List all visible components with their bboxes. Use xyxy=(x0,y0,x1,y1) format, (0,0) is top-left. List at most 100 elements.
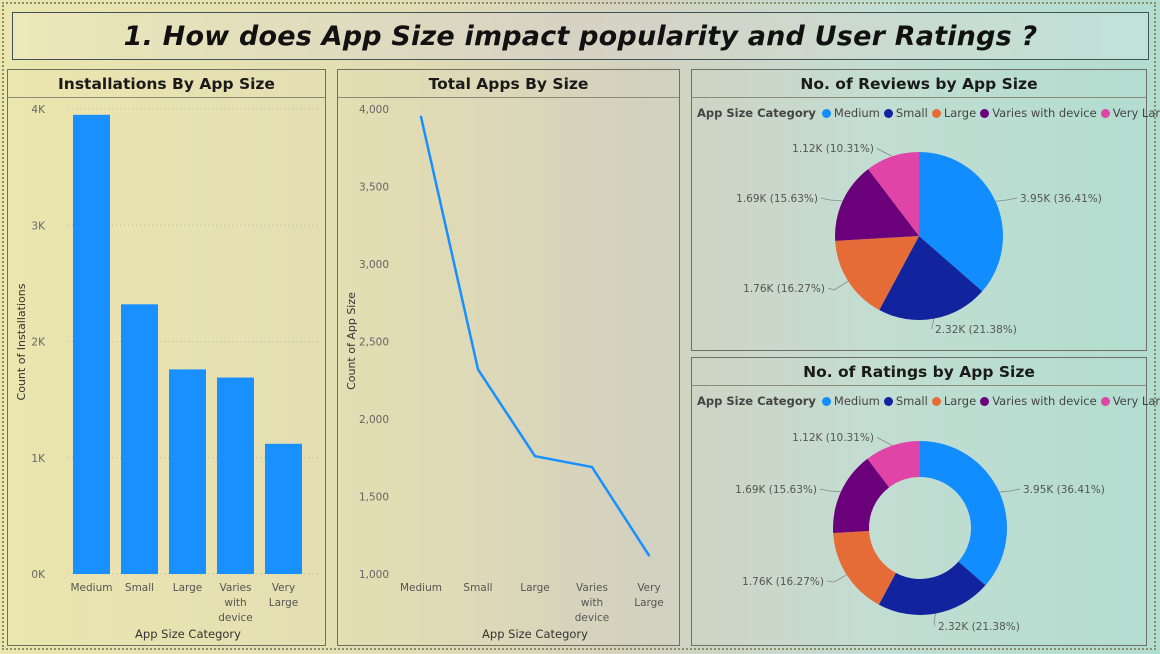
line-y-axis-label: Count of App Size xyxy=(345,292,358,390)
donut-chart-title: No. of Ratings by App Size xyxy=(692,358,1146,386)
legend-label: Large xyxy=(943,106,977,120)
pie-data-label: 1.76K (16.27%) xyxy=(743,283,825,295)
donut-legend-item-medium[interactable]: Medium xyxy=(821,394,880,408)
line-chart-title: Total Apps By Size xyxy=(338,70,679,98)
legend-dot-icon xyxy=(821,108,831,118)
pie-legend: App Size Category Medium Small Large Var… xyxy=(697,106,1160,120)
pie-chart-title: No. of Reviews by App Size xyxy=(692,70,1146,98)
dashboard-title-bar: 1. How does App Size impact popularity a… xyxy=(12,12,1149,60)
line-ytick-label: 3,000 xyxy=(359,259,389,271)
pie-slice-large xyxy=(835,236,919,311)
bar-ytick-label: 1K xyxy=(31,453,46,465)
donut-leader-line xyxy=(826,574,847,583)
pie-chart-svg: 3.95K (36.41%) 2.32K (21.38%) 1.76K (16.27… xyxy=(736,143,1102,336)
line-ytick-label: 2,500 xyxy=(359,337,389,349)
legend-dot-icon xyxy=(931,108,941,118)
legend-label: Varies with device xyxy=(992,394,1097,408)
donut-slice-varies-with-device xyxy=(833,458,890,534)
donut-legend-item-small[interactable]: Small xyxy=(883,394,928,408)
bar-xtick-label: Large xyxy=(173,582,203,594)
legend-label: Very Large xyxy=(1112,394,1160,408)
line-xtick-label: Large xyxy=(520,582,550,594)
line-xtick-label: Small xyxy=(463,582,492,594)
pie-leader-line xyxy=(876,147,893,157)
bar-xtick-label: Varies xyxy=(220,582,252,594)
donut-leader-line xyxy=(819,488,842,492)
line-chart-svg: 1,000 1,500 2,000 2,500 3,000 3,500 4,000 Mediu… xyxy=(345,104,664,641)
legend-dot-icon xyxy=(821,396,831,406)
pie-legend-item-varies[interactable]: Varies with device xyxy=(980,106,1097,120)
donut-legend-title: App Size Category xyxy=(697,394,816,408)
donut-leader-line xyxy=(933,613,936,627)
pie-slice-small xyxy=(879,236,983,320)
legend-dot-icon xyxy=(931,396,941,406)
legend-label: Small xyxy=(895,394,928,408)
line-xtick-label: Medium xyxy=(400,582,442,594)
pie-leader-line xyxy=(827,280,849,291)
line-xtick-label: Varies xyxy=(576,582,608,594)
legend-dot-icon xyxy=(883,108,893,118)
legend-label: Very Large xyxy=(1112,106,1160,120)
bar-xtick-label: device xyxy=(218,612,253,624)
bar-large xyxy=(169,369,206,574)
donut-data-label: 3.95K (36.41%) xyxy=(1023,484,1105,496)
total-apps-line-chart-panel[interactable]: Total Apps By Size 1,000 1,500 2,000 2,500 3… xyxy=(337,69,680,646)
legend-dot-icon xyxy=(1100,396,1110,406)
pie-leader-line xyxy=(995,197,1018,202)
bar-ytick-label: 0K xyxy=(31,569,46,581)
bar-x-axis-label: App Size Category xyxy=(135,627,241,641)
pie-data-label: 1.69K (15.63%) xyxy=(736,193,818,205)
line-ytick-label: 4,000 xyxy=(359,104,389,116)
bar-xtick-label: Medium xyxy=(71,582,113,594)
bar-ytick-label: 4K xyxy=(31,104,46,116)
legend-label: Varies with device xyxy=(992,106,1097,120)
bar-ytick-label: 3K xyxy=(31,220,46,232)
pie-slice-varies-with-device xyxy=(835,169,919,241)
line-ytick-label: 1,500 xyxy=(359,492,389,504)
donut-data-label: 1.69K (15.63%) xyxy=(735,484,817,496)
bar-xtick-label: Very xyxy=(272,582,295,594)
bar-medium xyxy=(73,114,110,574)
pie-legend-item-medium[interactable]: Medium xyxy=(821,106,880,120)
line-point-small xyxy=(476,368,480,371)
line-series-path xyxy=(419,116,651,557)
bar-xtick-label: Large xyxy=(269,597,299,609)
donut-legend-item-varies[interactable]: Varies with device xyxy=(980,394,1097,408)
bar-chart-svg: 0K 1K 2K 3K 4K Medium Small Large Varies with devi… xyxy=(15,104,318,641)
bar-small xyxy=(121,304,158,574)
donut-data-label: 1.12K (10.31%) xyxy=(792,432,874,444)
donut-data-label: 1.76K (16.27%) xyxy=(742,576,824,588)
legend-dot-icon xyxy=(1100,108,1110,118)
ratings-donut-chart-panel[interactable]: No. of Ratings by App Size App Size Cate… xyxy=(691,357,1160,646)
legend-label: Small xyxy=(895,106,928,120)
donut-leader-line xyxy=(999,488,1021,493)
line-xtick-label: Very xyxy=(637,582,660,594)
dashboard-title: 1. How does App Size impact popularity a… xyxy=(123,20,1038,52)
legend-label: Medium xyxy=(833,106,880,120)
donut-legend-item-very-large[interactable]: Very Large xyxy=(1100,394,1160,408)
pie-leader-line xyxy=(931,318,935,329)
pie-data-label: 1.12K (10.31%) xyxy=(792,143,874,155)
bar-varies-with-device xyxy=(217,377,254,574)
donut-slice-medium xyxy=(920,441,1007,586)
pie-data-label: 3.95K (36.41%) xyxy=(1020,193,1102,205)
line-ytick-label: 2,000 xyxy=(359,414,389,426)
bar-y-axis-label: Count of Installations xyxy=(15,283,28,400)
pie-legend-item-very-large[interactable]: Very Large xyxy=(1100,106,1160,120)
pie-legend-item-large[interactable]: Large xyxy=(931,106,977,120)
legend-label: Medium xyxy=(833,394,880,408)
line-xtick-label: Large xyxy=(634,597,664,609)
donut-slice-large xyxy=(833,530,896,605)
donut-legend-item-large[interactable]: Large xyxy=(931,394,976,408)
bar-ytick-label: 2K xyxy=(31,337,46,349)
reviews-pie-chart-panel[interactable]: No. of Reviews by App Size App Size Cate… xyxy=(691,69,1160,351)
line-xtick-label: with xyxy=(581,597,603,609)
pie-legend-item-small[interactable]: Small xyxy=(883,106,928,120)
line-ytick-label: 3,500 xyxy=(359,182,389,194)
installations-bar-chart-panel[interactable]: Installations By App Size 0K 1K 2K 3K 4K Medi… xyxy=(7,69,326,646)
pie-slice-very-large xyxy=(868,152,919,236)
bar-very-large xyxy=(265,443,302,574)
legend-dot-icon xyxy=(980,396,990,406)
line-ytick-label: 1,000 xyxy=(359,569,389,581)
line-point-medium xyxy=(419,115,423,118)
